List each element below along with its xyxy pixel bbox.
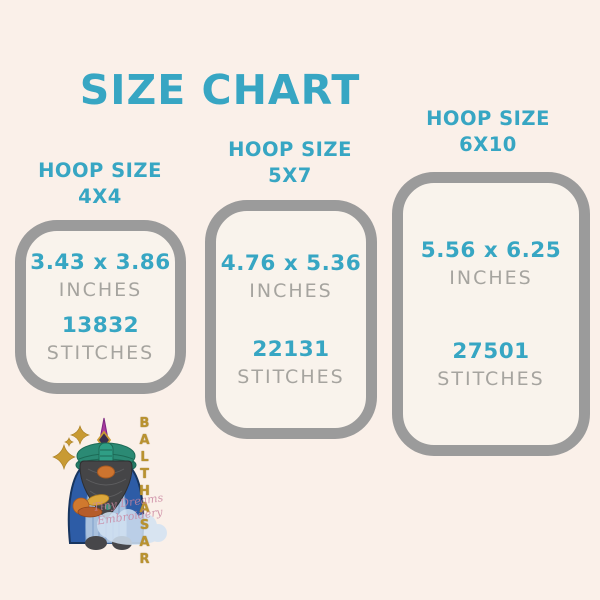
hoop-box-5x7: 4.76 x 5.36 INCHES 22131 STITCHES [205, 200, 377, 439]
hoop-header-label: HOOP SIZE [228, 138, 352, 161]
stitches-group: 13832 STITCHES [47, 313, 154, 364]
gnome-svg [52, 417, 167, 550]
unit-label: INCHES [449, 267, 533, 290]
hoop-header-label: HOOP SIZE [38, 159, 162, 182]
stitches-group: 22131 STITCHES [237, 337, 344, 388]
stitch-label: STITCHES [46, 342, 155, 365]
stitch-count: 27501 [452, 338, 530, 364]
hoop-header-label: HOOP SIZE [426, 107, 550, 130]
dimensions-value: 4.76 x 5.36 [220, 251, 362, 277]
hoop-header-size: 6X10 [459, 133, 517, 157]
dimensions-value: 5.56 x 6.25 [420, 238, 562, 264]
gnome-wise-man-illustration [48, 413, 168, 553]
hoop-box-6x10: 5.56 x 6.25 INCHES 27501 STITCHES [392, 172, 590, 456]
hoop-header-size: 5X7 [268, 164, 312, 188]
stitch-label: STITCHES [437, 367, 545, 390]
unit-label: INCHES [58, 278, 143, 301]
hoop-header-6x10: HOOP SIZE 6X10 [388, 106, 588, 159]
dimensions-group: 3.43 x 3.86 INCHES [30, 250, 170, 301]
stitch-label: STITCHES [237, 365, 345, 388]
brand-name-vertical: BALTHASAR [137, 416, 152, 569]
hoop-header-5x7: HOOP SIZE 5X7 [200, 137, 380, 190]
sparkle-star-icon [52, 424, 91, 471]
page-title: SIZE CHART [79, 66, 361, 114]
dimensions-group: 5.56 x 6.25 INCHES [421, 238, 561, 289]
gnome-gifts [72, 494, 111, 518]
stitch-count: 13832 [61, 313, 140, 339]
hoop-box-4x4: 3.43 x 3.86 INCHES 13832 STITCHES [15, 220, 186, 394]
dimensions-group: 4.76 x 5.36 INCHES [221, 251, 361, 302]
dimensions-value: 3.43 x 3.86 [30, 249, 171, 275]
gnome-nose [97, 465, 115, 479]
hoop-header-4x4: HOOP SIZE 4X4 [10, 158, 190, 211]
unit-label: INCHES [249, 280, 333, 303]
hoop-header-size: 4X4 [78, 185, 122, 209]
stitch-count: 22131 [252, 336, 330, 362]
stitches-group: 27501 STITCHES [437, 339, 544, 390]
cloud-watermark-icon [97, 509, 167, 545]
